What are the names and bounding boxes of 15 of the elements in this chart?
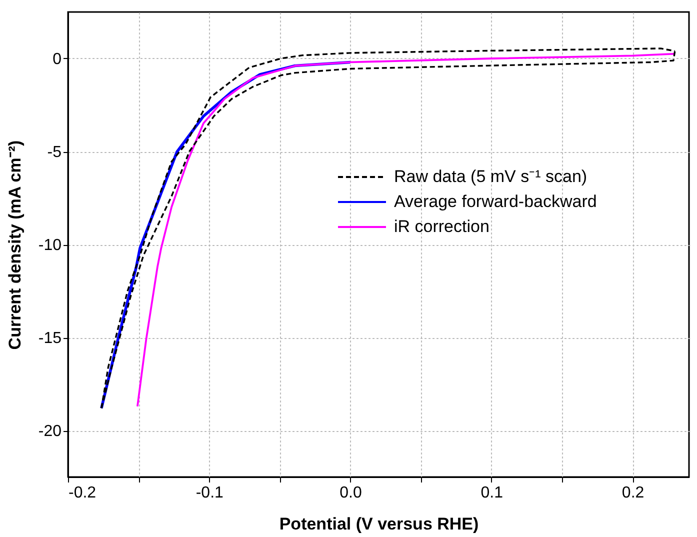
x-tick-label: 0.1 [480, 484, 504, 502]
y-axis-title: Current density (mA cm⁻²) [5, 140, 24, 350]
y-tick-label: 0 [52, 51, 62, 68]
y-tick-label: -15 [38, 330, 62, 347]
legend-label: Average forward-backward [394, 192, 597, 211]
legend-label: iR correction [394, 217, 490, 236]
y-tick-label: -10 [38, 237, 62, 254]
x-tick-label: 0.0 [340, 484, 362, 502]
x-axis-title: Potential (V versus RHE) [279, 514, 479, 534]
x-tick-label: -0.1 [196, 484, 224, 502]
y-tick-label: -20 [38, 423, 62, 440]
y-tick-label: -5 [47, 144, 62, 161]
x-tick-label: -0.2 [68, 484, 96, 502]
x-tick-label: 0.2 [622, 484, 644, 502]
legend-label: Raw data (5 mV s⁻¹ scan) [394, 167, 588, 186]
